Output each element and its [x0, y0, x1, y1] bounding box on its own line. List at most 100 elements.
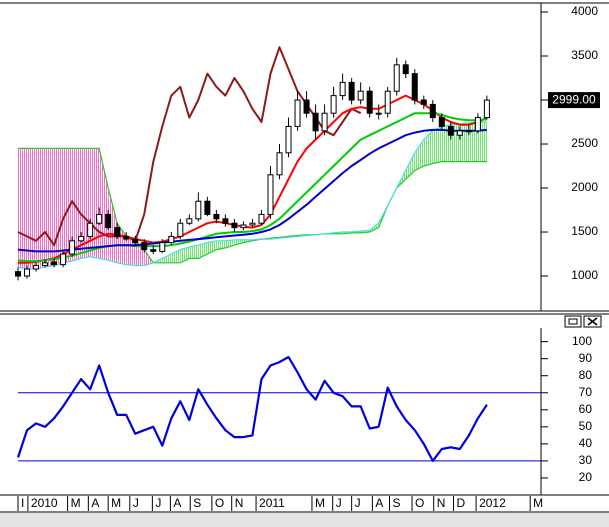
rsi-line	[16, 355, 488, 462]
candle-body	[429, 103, 436, 119]
candle-body	[285, 125, 292, 154]
cloud-fill	[459, 122, 469, 162]
cloud-span-a	[17, 121, 487, 270]
x-tick-label: S	[393, 496, 401, 510]
candle-body	[141, 242, 148, 251]
x-tick-label: N	[235, 496, 244, 510]
candle-body	[168, 235, 175, 244]
x-tick-label: A	[375, 496, 383, 510]
x-tick-label: J	[155, 496, 161, 510]
candle-body	[276, 152, 283, 176]
x-tick-label: N	[437, 496, 446, 510]
rsi-y-tick-label: 30	[579, 453, 593, 467]
indicator-line	[17, 112, 487, 263]
candle-body	[222, 218, 229, 224]
candle-body	[303, 99, 310, 114]
x-tick-label: A	[173, 496, 181, 510]
rsi-y-tick-label: 60	[579, 402, 593, 416]
candle-body	[483, 99, 490, 119]
y-tick-label: 1000	[571, 268, 598, 282]
y-tick-label: 2000	[571, 180, 598, 194]
candle-body	[330, 95, 337, 114]
cloud-fill	[126, 236, 136, 266]
x-tick-label: O	[415, 496, 424, 510]
candle-body	[96, 213, 103, 224]
y-tick-label: 1500	[571, 224, 598, 238]
candle-body	[465, 130, 472, 133]
candle-body	[87, 222, 94, 237]
maximize-button[interactable]	[564, 315, 582, 328]
candle-body	[195, 200, 202, 220]
maximize-icon	[568, 318, 578, 325]
candle-body	[177, 222, 184, 237]
x-tick-label: M	[533, 496, 543, 510]
x-tick-label: A	[91, 496, 99, 510]
candle-body	[33, 264, 40, 270]
candle-body	[114, 227, 121, 237]
candle-body	[393, 64, 400, 92]
candle-body	[186, 218, 193, 224]
candle-body	[420, 99, 427, 105]
x-tick-label: 2012	[479, 496, 506, 510]
cloud-fill	[108, 188, 118, 263]
x-tick-label: J	[355, 496, 361, 510]
candle-body	[69, 240, 76, 255]
y-tick-label: 4000	[571, 4, 598, 18]
x-tick-label: M	[315, 496, 325, 510]
last-price-label: 2999.00	[552, 92, 596, 106]
candle-body	[204, 200, 211, 215]
cloud-fill	[90, 148, 100, 259]
candle-body	[105, 213, 112, 229]
cloud-fill	[54, 148, 64, 266]
candle-body	[78, 235, 85, 242]
cloud-fill	[477, 122, 487, 162]
x-tick-label: M	[71, 496, 81, 510]
y-tick-label: 3500	[571, 48, 598, 62]
candle-body	[249, 222, 256, 226]
candle-body	[51, 261, 58, 266]
candle-body	[366, 90, 373, 114]
candle-body	[339, 81, 346, 97]
cloud-fill	[423, 130, 433, 167]
cloud-fill	[234, 239, 244, 246]
x-tick-label: S	[193, 496, 201, 510]
candle-body	[258, 213, 265, 224]
candle-body	[123, 235, 130, 240]
last-price-box	[548, 92, 600, 109]
candle-body	[447, 125, 454, 136]
candle-body	[213, 213, 220, 220]
cloud-fill	[189, 245, 199, 259]
rsi-y-tick-label: 80	[579, 368, 593, 382]
close-icon	[587, 317, 598, 326]
cloud-fill	[63, 148, 73, 263]
candle-body	[402, 64, 409, 75]
rsi-y-tick-label: 50	[579, 419, 593, 433]
candle-body	[159, 242, 166, 252]
candle-body	[321, 112, 328, 132]
x-tick-label: O	[215, 496, 224, 510]
x-tick-label: J	[133, 496, 139, 510]
cloud-span-b	[18, 147, 487, 264]
candle-body	[357, 90, 364, 101]
bottom-strip	[0, 513, 609, 527]
x-tick-label: 2011	[259, 496, 285, 510]
candle-body	[384, 90, 391, 114]
candle-body	[438, 117, 445, 127]
panel-buttons	[564, 315, 602, 328]
candle-body	[348, 81, 355, 101]
x-tick-label: J	[336, 496, 342, 510]
rsi-y-tick-label: 90	[579, 351, 593, 365]
candle-body	[312, 112, 319, 132]
x-tick-label: D	[457, 496, 466, 510]
cloud-fill	[72, 148, 82, 262]
x-tick-label: I	[21, 496, 24, 510]
candle-body	[132, 238, 139, 244]
cloud-fill	[162, 254, 172, 263]
cloud-fill	[18, 148, 28, 269]
cloud-fill	[414, 139, 424, 171]
rsi-y-tick-label: 20	[579, 470, 593, 484]
candle-body	[240, 224, 247, 229]
candle-body	[231, 222, 238, 229]
